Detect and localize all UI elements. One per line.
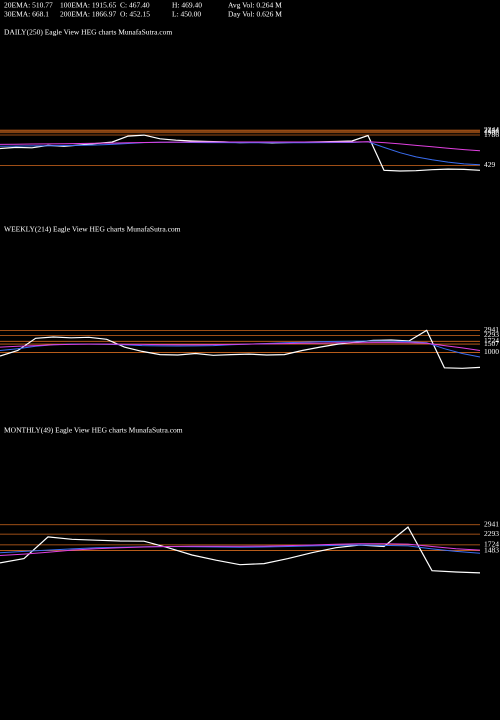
- price-line: [0, 342, 481, 351]
- price-line: [0, 329, 481, 369]
- header-stat: O: 452.15: [120, 10, 150, 19]
- y-tick-label: 2134: [484, 126, 499, 135]
- panel-title: MONTHLY(49) Eagle View HEG charts Munafa…: [4, 426, 183, 435]
- y-tick-label: 2293: [484, 330, 499, 339]
- price-line: [0, 526, 481, 574]
- y-tick-label: 1724: [484, 540, 499, 549]
- y-tick-label: 2941: [484, 519, 499, 528]
- y-tick-label: 429: [484, 160, 496, 169]
- y-tick-label: 1786: [484, 130, 499, 139]
- y-tick-label: 2293: [484, 529, 499, 538]
- price-line: [0, 141, 481, 166]
- header-stat: C: 467.40: [120, 1, 150, 10]
- y-tick-label: 1724: [484, 336, 499, 345]
- price-line: [0, 543, 481, 556]
- panel-title: DAILY(250) Eagle View HEG charts MunafaS…: [4, 28, 172, 37]
- header-stat: 30EMA: 668.1: [4, 10, 49, 19]
- header-stat: 100EMA: 1915.65: [60, 1, 117, 10]
- panel-title: WEEKLY(214) Eagle View HEG charts Munafa…: [4, 225, 181, 234]
- header-stat: L: 450.00: [172, 10, 201, 19]
- header-stat: H: 469.40: [172, 1, 202, 10]
- price-line: [0, 141, 481, 152]
- header-stat: Avg Vol: 0.264 M: [228, 1, 282, 10]
- header-stat: 200EMA: 1866.97: [60, 10, 117, 19]
- y-tick-label: 2941: [484, 325, 499, 334]
- y-tick-label: 1000: [484, 347, 499, 356]
- y-tick-label: 2244: [484, 125, 499, 134]
- header-stat: 20EMA: 510.77: [4, 1, 53, 10]
- y-tick-label: 1986: [484, 127, 499, 136]
- y-tick-label: 1483: [484, 545, 499, 554]
- y-tick-label: 1507: [484, 339, 499, 348]
- price-line: [0, 544, 481, 554]
- header-stat: Day Vol: 0.626 M: [228, 10, 282, 19]
